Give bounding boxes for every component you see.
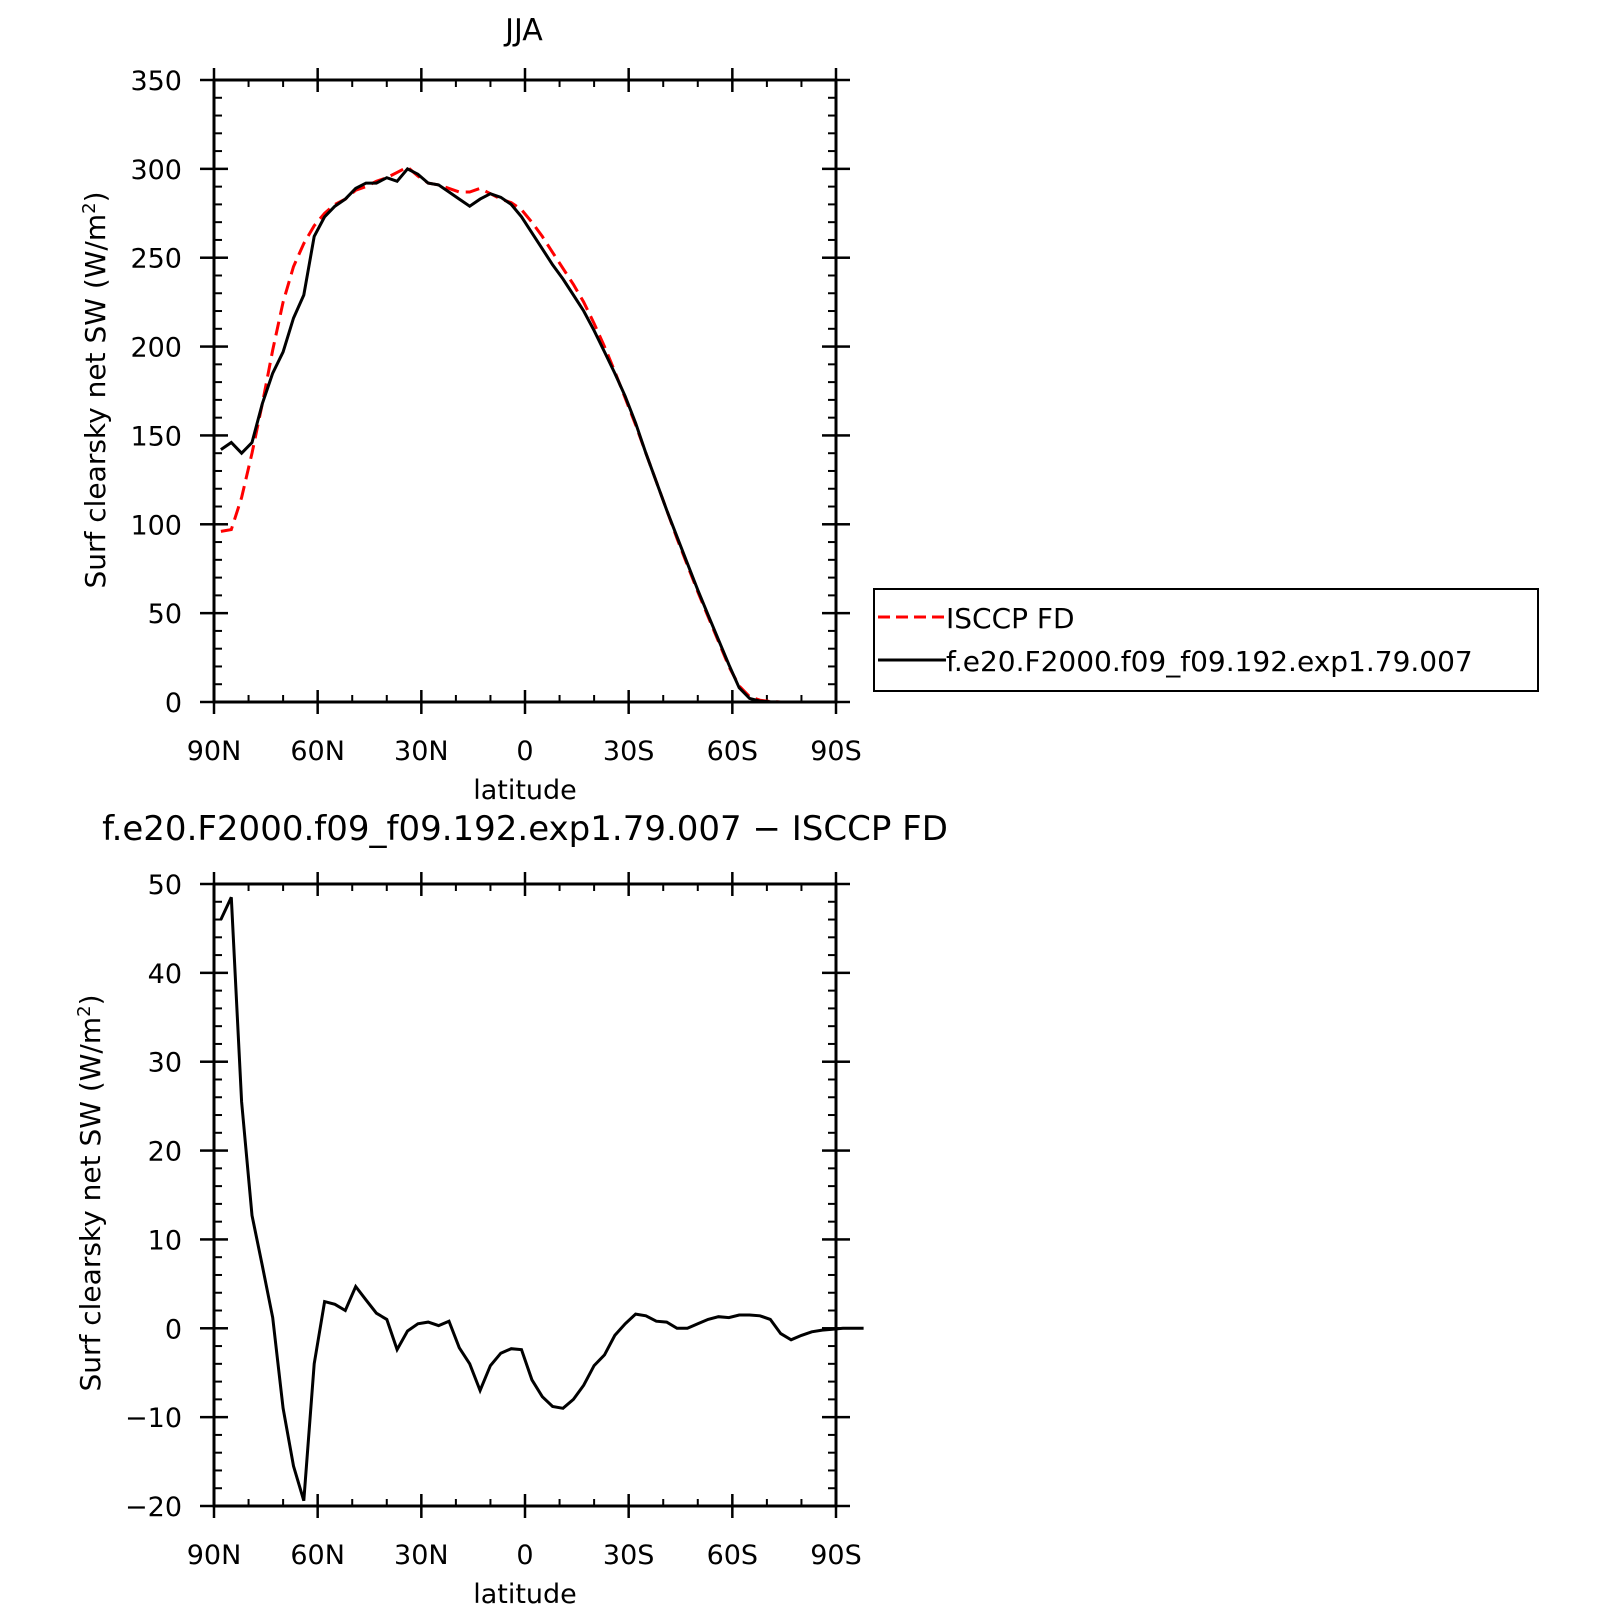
x-tick-label: 90N [187,1540,242,1571]
y-tick-label: 0 [165,1314,182,1345]
y-tick-label: 50 [148,870,182,901]
top-series-lines [220,165,830,704]
y-tick-label: 30 [148,1048,182,1079]
bottom-tick-labels: 90N 60N 30N 0 30S 60S 90S −20 −10 0 10 20 30 40 50 [125,870,862,1571]
top-x-axis-label: latitude [473,775,577,806]
legend-label-isccp-fd: ISCCP FD [946,602,1075,635]
x-tick-label: 30S [603,736,655,767]
x-tick-label: 90N [187,736,242,767]
bottom-y-label-tail: ) [74,994,107,1005]
x-tick-label: 60N [290,1540,345,1571]
legend-label-model: f.e20.F2000.f09_f09.192.exp1.79.007 [946,645,1473,678]
top-y-label-main: Surf clearsky net SW (W/m [79,214,112,589]
legend-box [873,588,1539,692]
legend: ISCCP FD f.e20.F2000.f09_f09.192.exp1.79… [873,588,1539,692]
x-tick-label: 60S [707,736,759,767]
y-tick-label: −10 [125,1403,182,1434]
bottom-plot-frame [212,882,838,1508]
y-tick-label: −20 [125,1492,182,1523]
top-axis-ticks [200,68,850,714]
bottom-chart-title: f.e20.F2000.f09_f09.192.exp1.79.007 − IS… [102,809,948,849]
top-plot-frame [212,78,838,704]
top-chart-title: JJA [503,13,543,48]
bottom-y-axis-label: Surf clearsky net SW (W/m2) [74,994,108,1391]
x-tick-label: 30N [394,736,449,767]
series-line-model [220,167,830,704]
x-tick-label: 0 [516,736,533,767]
y-tick-label: 100 [130,510,182,541]
y-tick-label: 300 [130,155,182,186]
y-tick-label: 250 [130,244,182,275]
y-tick-label: 0 [165,688,182,719]
series-line-difference [219,896,864,1502]
y-tick-label: 350 [130,66,182,97]
x-tick-label: 90S [810,736,862,767]
y-tick-label: 20 [148,1137,182,1168]
bottom-x-axis-label: latitude [473,1579,577,1610]
y-tick-label: 40 [148,959,182,990]
x-tick-label: 30S [603,1540,655,1571]
top-y-axis-label: Surf clearsky net SW (W/m2) [79,191,113,588]
y-tick-label: 200 [130,333,182,364]
x-tick-label: 30N [394,1540,449,1571]
bottom-panel: f.e20.F2000.f09_f09.192.exp1.79.007 − IS… [74,809,948,1610]
y-tick-label: 10 [148,1225,182,1256]
x-tick-label: 60N [290,736,345,767]
top-panel: JJA 90N 60N 30N 0 30S 60S 90S 0 50 100 150 200 250 30… [79,13,1539,806]
x-tick-label: 90S [810,1540,862,1571]
bottom-y-label-main: Surf clearsky net SW (W/m [74,1017,107,1392]
x-tick-label: 0 [516,1540,533,1571]
top-y-label-tail: ) [79,191,112,202]
bottom-axis-ticks [200,872,850,1518]
y-tick-label: 150 [130,421,182,452]
top-tick-labels: 90N 60N 30N 0 30S 60S 90S 0 50 100 150 200 250 300 350 [130,66,861,767]
top-y-label-sup: 2 [79,202,100,213]
bottom-y-label-sup: 2 [74,1005,95,1016]
x-tick-label: 60S [707,1540,759,1571]
bottom-series-lines [219,896,864,1502]
y-tick-label: 50 [148,599,182,630]
